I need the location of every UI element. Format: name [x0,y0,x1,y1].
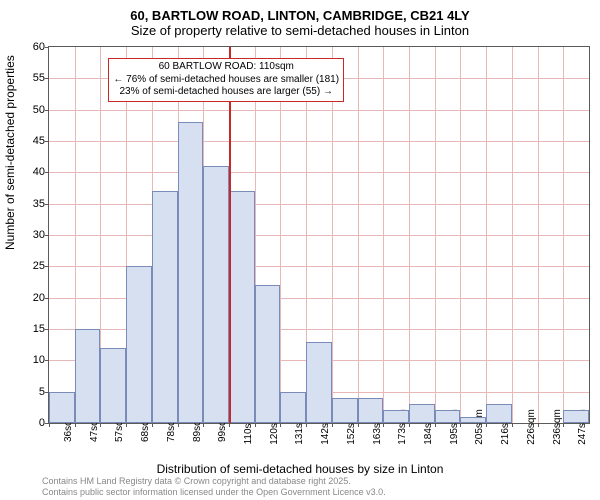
y-tick-mark [45,266,49,267]
y-tick-label: 15 [33,323,45,335]
annotation-line-3: 23% of semi-detached houses are larger (… [113,86,339,99]
histogram-bar [255,285,281,423]
grid-line-h [49,141,589,142]
y-tick-mark [45,110,49,111]
y-tick-mark [45,47,49,48]
annotation-line-2: ← 76% of semi-detached houses are smalle… [113,74,339,87]
histogram-bar [460,417,486,423]
y-tick-mark [45,141,49,142]
y-tick-mark [45,360,49,361]
x-axis-label: Distribution of semi-detached houses by … [0,462,600,476]
y-tick-mark [45,204,49,205]
histogram-bar [435,410,461,423]
y-axis-label: Number of semi-detached properties [3,55,17,250]
y-tick-label: 25 [33,260,45,272]
grid-line-v [512,47,513,423]
grid-line-v [358,47,359,423]
y-tick-mark [45,78,49,79]
grid-line-h [49,235,589,236]
chart-title-main: 60, BARTLOW ROAD, LINTON, CAMBRIDGE, CB2… [0,0,600,23]
histogram-bar [152,191,178,423]
histogram-bar [75,329,101,423]
histogram-bar [178,122,204,423]
marker-line [229,47,231,423]
chart-title-sub: Size of property relative to semi-detach… [0,23,600,44]
y-tick-label: 50 [33,104,45,116]
histogram-bar [332,398,358,423]
y-tick-label: 10 [33,354,45,366]
y-tick-label: 0 [39,417,45,429]
grid-line-v [538,47,539,423]
histogram-bar [383,410,409,423]
y-tick-label: 40 [33,166,45,178]
histogram-bar [100,348,126,423]
y-tick-mark [45,298,49,299]
annotation-line-1: 60 BARTLOW ROAD: 110sqm [113,61,339,74]
histogram-bar [203,166,229,423]
y-tick-label: 60 [33,41,45,53]
grid-line-v [409,47,410,423]
grid-line-v [435,47,436,423]
grid-line-h [49,204,589,205]
footer-attribution: Contains HM Land Registry data © Crown c… [42,476,386,498]
histogram-bar [486,404,512,423]
grid-line-v [460,47,461,423]
chart-container: 60, BARTLOW ROAD, LINTON, CAMBRIDGE, CB2… [0,0,600,500]
histogram-bar [306,342,332,423]
y-tick-label: 5 [39,386,45,398]
histogram-bar [563,410,589,423]
y-tick-label: 55 [33,72,45,84]
y-tick-label: 30 [33,229,45,241]
x-tick-label: 226sqm [512,409,537,445]
x-tick-label: 205sqm [460,409,485,445]
histogram-bar [49,392,75,423]
y-tick-mark [45,329,49,330]
plot-area: 05101520253035404550556036sqm47sqm57sqm6… [48,46,590,424]
annotation-box: 60 BARTLOW ROAD: 110sqm← 76% of semi-det… [108,58,344,102]
grid-line-v [486,47,487,423]
y-tick-label: 45 [33,135,45,147]
histogram-bar [358,398,384,423]
grid-line-v [563,47,564,423]
y-tick-label: 35 [33,198,45,210]
footer-line-1: Contains HM Land Registry data © Crown c… [42,476,386,487]
grid-line-v [332,47,333,423]
grid-line-v [280,47,281,423]
y-tick-mark [45,235,49,236]
histogram-bar [126,266,152,423]
y-tick-label: 20 [33,292,45,304]
y-tick-mark [45,172,49,173]
grid-line-v [383,47,384,423]
grid-line-h [49,172,589,173]
histogram-bar [409,404,435,423]
x-tick-label: 236sqm [538,409,563,445]
grid-line-h [49,110,589,111]
footer-line-2: Contains public sector information licen… [42,487,386,498]
histogram-bar [280,392,306,423]
histogram-bar [229,191,255,423]
